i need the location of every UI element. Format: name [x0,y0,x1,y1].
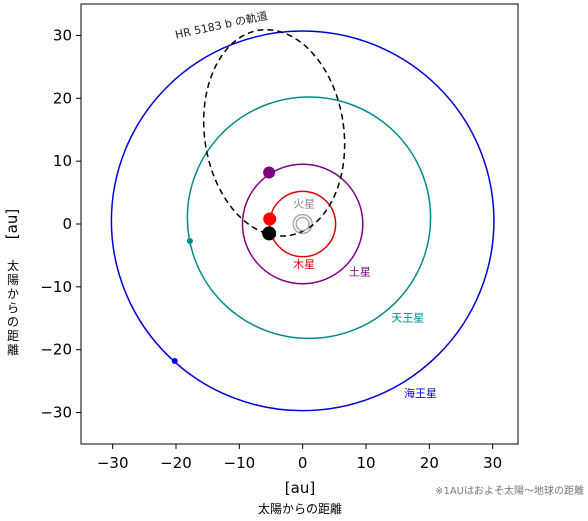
orbit-label-3: 木星 [293,258,315,271]
orbit-label-4: 土星 [349,266,371,279]
y-axis-sublabel-char: 太 [7,258,19,273]
body-blue-body [172,358,178,364]
x-tick-label: 10 [356,454,375,472]
y-tick-label: −30 [40,404,72,422]
y-axis-sublabel-char: 距 [7,329,19,343]
body-sun [296,218,309,231]
y-axis-sublabel-char: ら [7,301,19,315]
orbit-label-2: 火星 [293,198,315,211]
body-black-body [262,226,276,240]
y-tick-label: −20 [40,341,72,359]
x-tick-label: 0 [298,454,308,472]
y-axis-ticks: −30 −20 −10 0 10 20 30 [40,26,81,421]
x-axis-label: [au] [285,479,315,497]
x-axis-ticks: −30 −20 −10 0 10 20 30 [97,444,502,472]
y-axis-label: [au] [3,209,21,239]
x-tick-label: 20 [420,454,439,472]
y-tick-label: 0 [62,215,72,233]
footnote: ※1AUはおよそ太陽〜地球の距離 [435,484,584,497]
body-red-body [263,212,276,225]
y-axis-sublabel-char: か [7,287,19,301]
orbit-label-6: 海王星 [404,386,437,400]
x-tick-label: 30 [483,454,502,472]
y-tick-label: 10 [53,152,72,170]
x-axis-sublabel: 太陽からの距離 [258,501,342,516]
y-axis-sublabel-char: の [7,315,19,329]
orbits-layer [111,20,494,410]
x-tick-label: −30 [97,454,129,472]
x-tick-label: −20 [160,454,192,472]
body-purple-body [263,166,275,178]
orbit-label-5: 天王星 [391,311,424,324]
y-axis-sublabel: 太陽からの距離 [7,258,19,357]
y-tick-label: 30 [53,26,72,44]
y-tick-label: 20 [53,89,72,107]
y-axis-sublabel-char: 陽 [7,273,19,287]
bodies-layer [172,166,309,364]
y-axis-sublabel-char: 離 [7,343,19,357]
x-tick-label: −10 [224,454,256,472]
y-tick-label: −10 [40,278,72,296]
body-teal-body [187,238,193,244]
